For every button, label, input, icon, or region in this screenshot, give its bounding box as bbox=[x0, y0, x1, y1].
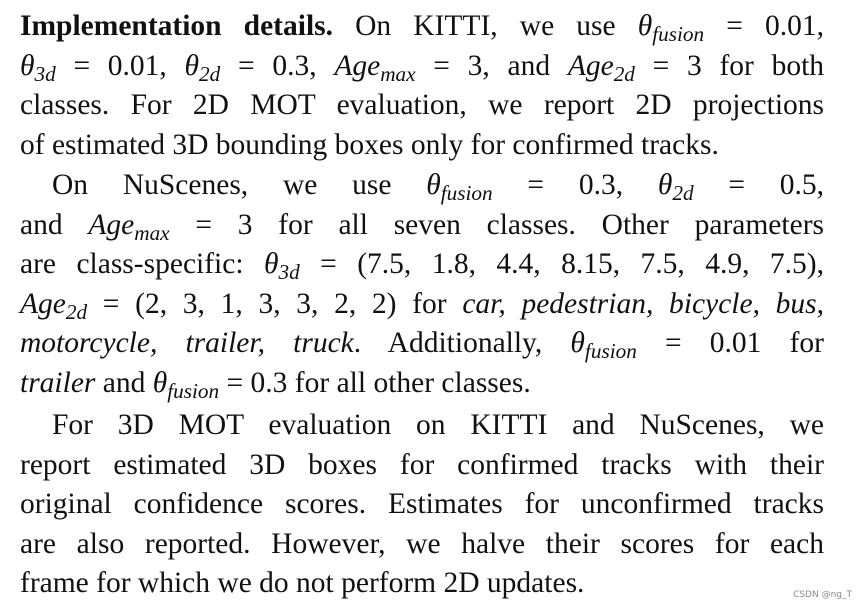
text: = 3 for all seven classes. Other paramet… bbox=[169, 208, 824, 241]
text-line: of estimated 3D bounding boxes only for … bbox=[20, 128, 719, 161]
math-subscript: 2d bbox=[672, 180, 694, 205]
text-line: report estimated 3D boxes for confirmed … bbox=[20, 448, 824, 481]
paragraph-implementation-details: Implementation details. On KITTI, we use… bbox=[20, 7, 824, 165]
math-age: Age bbox=[20, 287, 66, 320]
text: and bbox=[95, 366, 153, 399]
text-line: classes. For 2D MOT evaluation, we repor… bbox=[20, 89, 824, 122]
class-list-italic: motorcycle, trailer, truck bbox=[20, 327, 354, 360]
text-line: and Agemax = 3 for all seven classes. Ot… bbox=[20, 206, 824, 246]
paragraph-nuscenes: On NuScenes, we use θfusion = 0.3, θ2d =… bbox=[20, 166, 824, 404]
text-line: Implementation details. On KITTI, we use… bbox=[20, 7, 824, 47]
section-heading: Implementation details. bbox=[20, 10, 334, 42]
math-subscript: fusion bbox=[440, 180, 493, 205]
text: . Additionally, bbox=[353, 327, 571, 360]
class-name-italic: trailer bbox=[20, 366, 96, 399]
text: On KITTI, we use bbox=[333, 10, 638, 42]
text: = (2, 3, 1, 3, 3, 2, 2) for bbox=[87, 287, 463, 320]
math-subscript: 3d bbox=[278, 260, 300, 285]
text-line: motorcycle, trailer, truck. Additionally… bbox=[20, 324, 824, 364]
text: = 0.5, bbox=[693, 169, 825, 201]
math-theta: θ bbox=[637, 10, 653, 42]
text-line: are also reported. However, we halve the… bbox=[20, 527, 824, 560]
text: and bbox=[20, 208, 89, 241]
text-line: original confidence scores. Estimates fo… bbox=[20, 488, 824, 521]
class-list-italic: car, pedestrian, bicycle, bus, bbox=[462, 287, 825, 320]
text: = (7.5, 1.8, 4.4, 8.15, 7.5, 4.9, 7.5), bbox=[299, 248, 824, 281]
text: = 0.01 for bbox=[636, 327, 824, 360]
math-theta: θ bbox=[426, 169, 441, 201]
text-line: For 3D MOT evaluation on KITTI and NuSce… bbox=[52, 409, 824, 441]
math-subscript: 2d bbox=[613, 61, 635, 86]
math-subscript: fusion bbox=[652, 21, 705, 46]
text-line: are class-specific: θ3d = (7.5, 1.8, 4.4… bbox=[20, 245, 824, 285]
text-line: trailer and θfusion = 0.3 for all other … bbox=[20, 364, 824, 404]
math-theta: θ bbox=[184, 49, 200, 82]
text-line: frame for which we do not perform 2D upd… bbox=[20, 567, 585, 600]
math-subscript: fusion bbox=[167, 378, 220, 403]
text-line: θ3d = 0.01, θ2d = 0.3, Agemax = 3, and A… bbox=[20, 47, 824, 87]
math-theta: θ bbox=[570, 327, 585, 360]
math-theta: θ bbox=[263, 248, 279, 281]
math-age: Age bbox=[334, 49, 381, 82]
watermark: CSDN @ng_T bbox=[793, 590, 852, 600]
math-subscript: 2d bbox=[65, 299, 88, 324]
paragraph-3d-mot-evaluation: For 3D MOT evaluation on KITTI and NuSce… bbox=[20, 406, 824, 604]
math-age: Age bbox=[88, 208, 135, 241]
text: On NuScenes, we use bbox=[52, 169, 427, 201]
text: = 0.3 for all other classes. bbox=[219, 366, 531, 399]
text: = 3, and bbox=[415, 49, 568, 82]
math-subscript: 2d bbox=[199, 61, 221, 86]
text: = 3 for both bbox=[634, 49, 825, 82]
text-line: On NuScenes, we use θfusion = 0.3, θ2d =… bbox=[20, 166, 824, 206]
text: = 0.01, bbox=[704, 10, 824, 42]
math-subscript: max bbox=[380, 61, 416, 86]
math-subscript: 3d bbox=[34, 61, 56, 86]
math-subscript: max bbox=[134, 220, 170, 245]
math-theta: θ bbox=[657, 169, 673, 201]
math-theta: θ bbox=[152, 366, 168, 399]
text-line: Age2d = (2, 3, 1, 3, 3, 2, 2) for car, p… bbox=[20, 285, 824, 325]
text: are class-specific: bbox=[20, 248, 264, 281]
math-subscript: fusion bbox=[584, 339, 637, 364]
text: = 0.3, bbox=[220, 49, 335, 82]
math-theta: θ bbox=[20, 49, 35, 82]
math-age: Age bbox=[567, 49, 614, 82]
text: = 0.01, bbox=[55, 49, 185, 82]
text: = 0.3, bbox=[492, 169, 658, 201]
